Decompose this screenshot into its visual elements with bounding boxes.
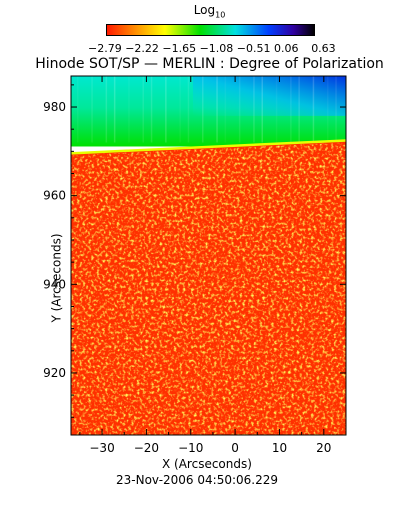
streak	[224, 76, 227, 143]
streak	[128, 76, 130, 143]
disk-speckle	[71, 142, 346, 435]
heatmap-image	[70, 76, 347, 435]
streak	[298, 76, 300, 143]
streak	[290, 76, 292, 143]
x-tick-label: 20	[316, 441, 331, 455]
y-tick-label: 940	[43, 277, 66, 291]
x-axis-label: X (Arcseconds)	[162, 457, 252, 471]
colorbar-tick-label: −1.08	[199, 42, 234, 55]
streak	[312, 76, 315, 143]
colorbar-ticks: −2.79 −2.22 −1.65 −1.08 −0.51 0.06 0.63	[86, 42, 346, 56]
streak	[150, 76, 153, 143]
streak	[238, 76, 241, 143]
streak	[91, 76, 93, 143]
x-tick-label: 0	[231, 441, 239, 455]
colorbar-tick-label: 0.06	[274, 42, 299, 55]
colorbar-tick-label: −2.22	[125, 42, 159, 55]
streak	[253, 76, 255, 143]
streak	[113, 76, 116, 143]
streak	[179, 76, 181, 143]
colorbar-tick-label: −2.79	[88, 42, 122, 55]
y-axis-label: Y (Arcseconds)	[49, 233, 64, 323]
colorbar-tick-label: 0.63	[311, 42, 336, 55]
x-tick-label: 10	[272, 441, 287, 455]
streak	[202, 76, 204, 143]
colorbar	[106, 24, 315, 36]
streak	[335, 76, 337, 143]
streak	[77, 76, 79, 143]
streak	[105, 76, 108, 143]
colorbar-tick-label: −0.51	[236, 42, 271, 55]
plot-frame	[70, 75, 347, 436]
streak	[216, 76, 218, 143]
streak	[142, 76, 144, 143]
y-tick-label: 960	[43, 189, 66, 203]
x-tick-label: −10	[178, 441, 203, 455]
timestamp: 23-Nov-2006 04:50:06.229	[116, 473, 278, 487]
streak	[275, 76, 278, 143]
streak	[187, 76, 190, 143]
colorbar-label: Log10	[193, 3, 226, 20]
colorbar-tick-label: −1.65	[162, 42, 197, 55]
streak	[327, 76, 329, 143]
streak	[261, 76, 263, 143]
upper-right-region	[192, 76, 346, 116]
x-tick-label: −30	[89, 441, 114, 455]
y-tick-label: 980	[43, 100, 66, 114]
axes: −30 −20 −10 0 10 20 920 940 960 980	[43, 76, 347, 455]
x-tick-label: −20	[134, 441, 159, 455]
limb-line	[70, 139, 347, 155]
chart-title: Hinode SOT/SP — MERLIN : Degree of Polar…	[35, 56, 384, 72]
streak	[165, 76, 167, 143]
y-tick-label: 920	[43, 366, 66, 380]
